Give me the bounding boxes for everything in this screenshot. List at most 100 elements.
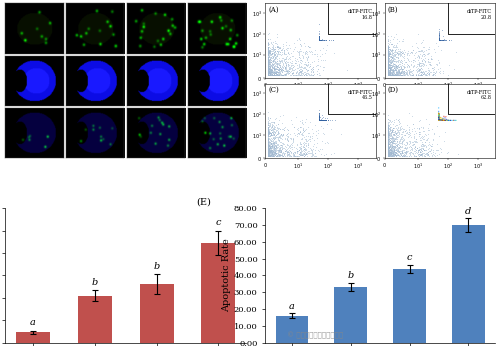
Point bbox=[384, 147, 392, 153]
Point bbox=[387, 66, 395, 71]
Point bbox=[314, 130, 322, 136]
Point bbox=[297, 57, 305, 63]
Point bbox=[422, 58, 430, 64]
Point bbox=[264, 68, 272, 73]
Point bbox=[402, 149, 409, 154]
Point bbox=[316, 118, 324, 123]
Point bbox=[394, 152, 402, 158]
Point bbox=[316, 37, 324, 43]
Point bbox=[316, 118, 324, 123]
Point bbox=[442, 37, 450, 43]
Point bbox=[386, 124, 394, 129]
Point bbox=[434, 118, 442, 123]
Point bbox=[416, 152, 424, 158]
Point bbox=[264, 51, 272, 57]
Point bbox=[384, 127, 392, 133]
Point bbox=[296, 129, 304, 134]
Point bbox=[405, 52, 413, 57]
Point bbox=[434, 118, 442, 123]
Point bbox=[264, 53, 272, 58]
Point bbox=[393, 73, 401, 78]
Point bbox=[264, 149, 272, 155]
Point bbox=[268, 121, 276, 127]
Point bbox=[434, 37, 442, 43]
Point bbox=[320, 118, 328, 123]
Point bbox=[266, 47, 274, 53]
Point bbox=[396, 145, 404, 150]
Point bbox=[296, 124, 304, 129]
Point bbox=[408, 146, 416, 152]
Point bbox=[434, 36, 442, 42]
Point bbox=[386, 139, 394, 144]
Point bbox=[387, 148, 395, 153]
Point bbox=[408, 47, 416, 53]
Point bbox=[276, 145, 284, 151]
Point bbox=[270, 125, 278, 130]
Point bbox=[414, 148, 422, 153]
Point bbox=[272, 65, 280, 70]
Point bbox=[390, 152, 398, 157]
Point bbox=[273, 144, 281, 150]
Point bbox=[273, 72, 281, 77]
Point bbox=[316, 118, 324, 123]
Point bbox=[384, 66, 392, 71]
Point bbox=[296, 151, 304, 156]
Point bbox=[384, 148, 392, 153]
Point bbox=[268, 145, 276, 150]
Point bbox=[387, 127, 395, 133]
Point bbox=[403, 69, 411, 74]
Point bbox=[450, 118, 458, 123]
Point bbox=[434, 118, 442, 123]
Point bbox=[294, 152, 302, 157]
Point bbox=[434, 118, 442, 123]
Point bbox=[384, 57, 392, 63]
Point bbox=[386, 65, 394, 70]
Point bbox=[264, 56, 272, 62]
Point bbox=[391, 139, 399, 144]
Point bbox=[280, 51, 288, 56]
Point bbox=[392, 149, 400, 154]
Point bbox=[272, 48, 280, 54]
Point bbox=[434, 118, 442, 123]
Point bbox=[296, 66, 304, 72]
Point bbox=[265, 60, 273, 65]
Point bbox=[266, 131, 274, 137]
Point bbox=[284, 70, 292, 75]
Point bbox=[385, 69, 393, 75]
Point bbox=[280, 152, 287, 158]
Point bbox=[316, 118, 324, 123]
Point bbox=[417, 73, 425, 78]
Point bbox=[264, 56, 272, 62]
Point bbox=[398, 139, 406, 145]
Point bbox=[394, 52, 402, 57]
Point bbox=[318, 112, 326, 118]
Point bbox=[268, 151, 276, 157]
Point bbox=[316, 118, 324, 123]
Point bbox=[316, 118, 324, 123]
Point bbox=[384, 62, 392, 68]
Point bbox=[264, 64, 272, 69]
Point bbox=[392, 153, 400, 158]
Point bbox=[394, 148, 402, 154]
Point bbox=[384, 60, 392, 66]
Point bbox=[393, 122, 401, 128]
Point bbox=[316, 118, 324, 123]
Point bbox=[386, 39, 394, 45]
Point bbox=[434, 118, 442, 123]
Point bbox=[316, 117, 324, 122]
Point bbox=[264, 147, 272, 153]
Point bbox=[434, 118, 442, 123]
Point bbox=[316, 118, 324, 123]
Point bbox=[418, 63, 426, 68]
Point bbox=[264, 49, 272, 55]
Point bbox=[434, 118, 442, 123]
Point bbox=[393, 64, 401, 70]
Point bbox=[321, 57, 329, 63]
Point bbox=[388, 55, 396, 61]
Point bbox=[385, 153, 393, 158]
Point bbox=[269, 64, 277, 70]
Point bbox=[316, 118, 324, 123]
Point bbox=[282, 61, 290, 67]
Point bbox=[390, 63, 398, 68]
Point bbox=[434, 37, 442, 43]
